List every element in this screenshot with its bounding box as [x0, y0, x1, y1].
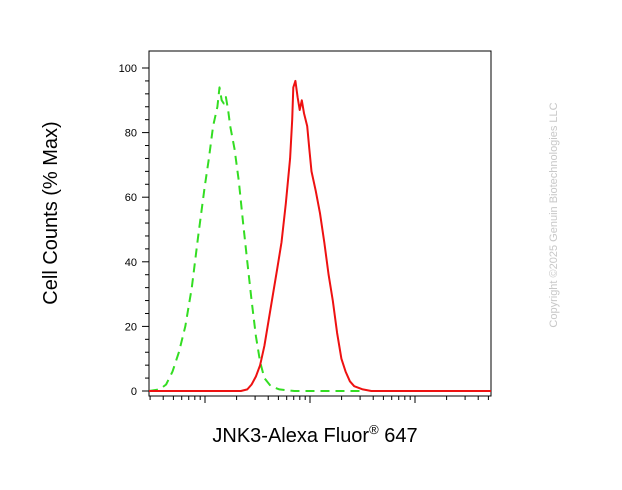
series-line-1 — [148, 86, 363, 392]
x-axis-title-superscript: ® — [369, 422, 379, 437]
y-tick-label: 0 — [131, 386, 137, 398]
copyright-watermark: Copyright ©2025 Genuin Biotechnologies L… — [548, 102, 560, 327]
x-axis-title-suffix: 647 — [379, 425, 418, 447]
series-layer — [148, 79, 491, 392]
x-axis — [149, 396, 489, 403]
y-tick-label: 100 — [119, 63, 137, 75]
y-tick-label: 80 — [125, 128, 137, 140]
y-tick-label: 60 — [125, 192, 137, 204]
y-axis: 0 20 40 60 80 100 — [119, 63, 149, 398]
x-axis-title: JNK3-Alexa Fluor® 647 — [212, 422, 417, 447]
y-tick-label: 20 — [125, 321, 137, 333]
x-axis-title-main: JNK3-Alexa Fluor — [212, 425, 369, 447]
series-line-2 — [149, 79, 491, 392]
y-tick-label: 40 — [125, 257, 137, 269]
y-axis-title: Cell Counts (% Max) — [40, 121, 62, 304]
